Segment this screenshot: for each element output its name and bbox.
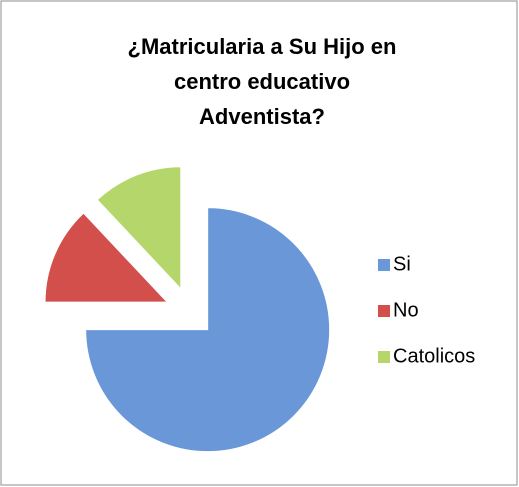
legend-swatch	[378, 351, 390, 363]
legend-swatch	[378, 259, 390, 271]
chart-title: Adventista?	[199, 104, 325, 129]
legend-label: Si	[393, 253, 411, 275]
pie-slice	[85, 207, 331, 453]
legend-label: No	[393, 299, 419, 321]
legend-label: Catolicos	[393, 345, 475, 367]
chart-title: ¿Matricularia a Su Hijo en	[128, 34, 397, 59]
chart-title: centro educativo	[174, 69, 350, 94]
pie-slice	[44, 212, 169, 303]
legend-swatch	[378, 305, 390, 317]
pie-slice	[96, 166, 182, 291]
